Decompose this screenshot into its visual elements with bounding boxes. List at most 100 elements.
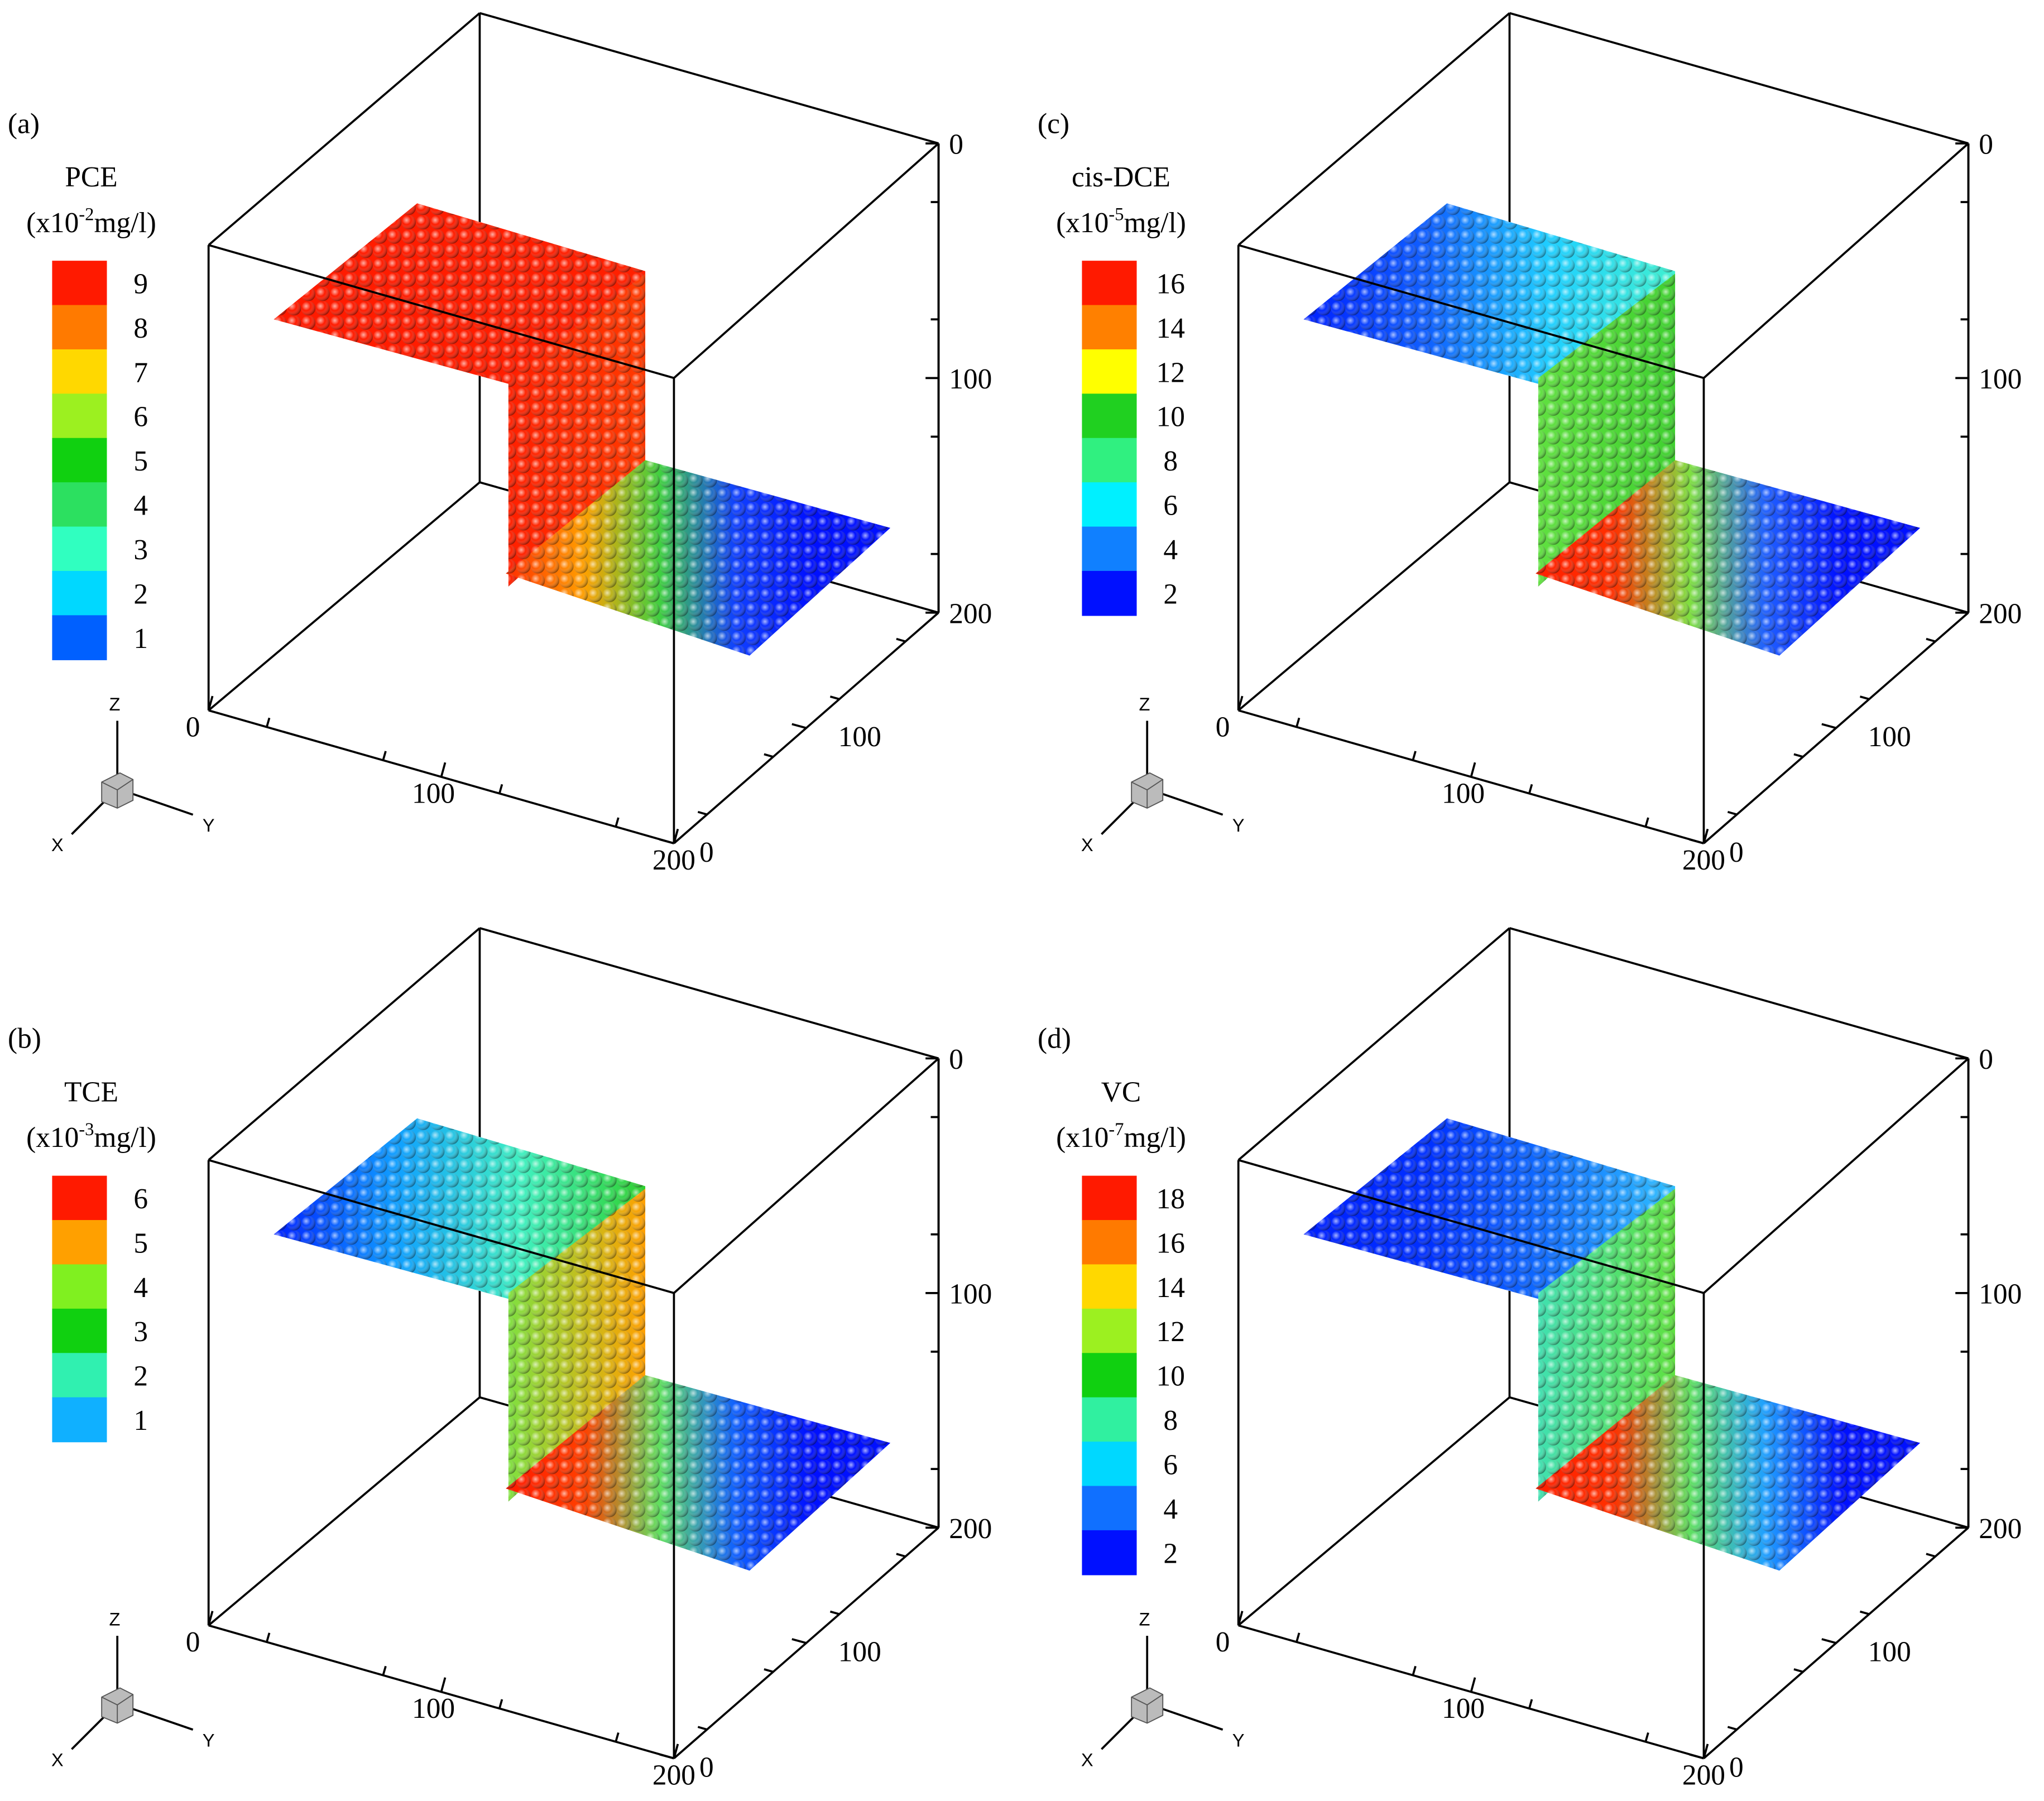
cube-edge bbox=[1237, 12, 1510, 246]
z-tick-label: 200 bbox=[949, 1513, 992, 1545]
cube-edge bbox=[208, 244, 674, 380]
y-tick-label: 100 bbox=[1442, 778, 1485, 810]
legend-label: 3 bbox=[133, 1316, 148, 1348]
sphere-texture bbox=[1538, 1188, 1676, 1502]
tick-mark bbox=[1689, 1753, 1704, 1760]
minor-tick bbox=[1793, 753, 1803, 758]
minor-tick bbox=[498, 1699, 503, 1709]
minor-tick bbox=[1412, 1665, 1417, 1676]
legend-label: 8 bbox=[1163, 445, 1178, 477]
legend-label: 1 bbox=[133, 623, 148, 655]
y-tick-label: 0 bbox=[186, 712, 200, 743]
tick-mark bbox=[659, 838, 674, 844]
minor-tick bbox=[1528, 1699, 1533, 1709]
legend-label: 4 bbox=[133, 490, 148, 522]
cube-edge bbox=[1237, 927, 1510, 1161]
legend-unit: (x10-3mg/l) bbox=[26, 1120, 156, 1154]
unit-end: mg/l) bbox=[94, 207, 156, 239]
z-tick-label: 0 bbox=[949, 1044, 963, 1075]
cube-edge bbox=[208, 927, 481, 1161]
legend-swatch bbox=[1082, 1308, 1137, 1354]
sphere-texture bbox=[506, 1375, 891, 1571]
legend-label: 3 bbox=[133, 534, 148, 566]
unit-exponent: -5 bbox=[1109, 205, 1124, 225]
legend-swatch bbox=[1082, 1264, 1137, 1310]
legend-swatch bbox=[52, 305, 107, 350]
legend-swatch bbox=[52, 1175, 107, 1221]
minor-tick bbox=[1926, 1553, 1936, 1558]
legend-swatch bbox=[52, 1264, 107, 1310]
legend-label: 12 bbox=[1157, 357, 1185, 388]
legend-swatch bbox=[52, 1397, 107, 1443]
minor-tick bbox=[697, 810, 708, 816]
legend-label: 6 bbox=[1163, 1449, 1178, 1481]
legend-label: 2 bbox=[1163, 578, 1178, 610]
minor-tick bbox=[498, 784, 503, 794]
minor-tick bbox=[1727, 810, 1738, 816]
tick-mark bbox=[673, 828, 679, 844]
legend-label: 8 bbox=[1163, 1405, 1178, 1437]
legend-swatch bbox=[1082, 261, 1137, 306]
sphere-texture bbox=[508, 273, 646, 587]
legend-label: 10 bbox=[1157, 1361, 1185, 1392]
triad-label: Y bbox=[1232, 815, 1245, 835]
cube-edge bbox=[1703, 142, 1969, 379]
unit-start: (x10 bbox=[1056, 207, 1109, 239]
y-tick-label: 200 bbox=[652, 1759, 695, 1791]
y-tick-label: 100 bbox=[412, 778, 455, 810]
legend-label: 2 bbox=[133, 578, 148, 610]
tick-mark bbox=[673, 1744, 679, 1759]
minor-tick bbox=[1793, 1668, 1803, 1673]
y-tick-label: 200 bbox=[1682, 844, 1725, 876]
cube-edge bbox=[1509, 927, 1969, 1060]
unit-exponent: -3 bbox=[79, 1120, 94, 1140]
minor-tick bbox=[382, 1665, 387, 1676]
cube-edge bbox=[1238, 244, 1704, 380]
z-tick-label: 0 bbox=[1979, 1044, 1993, 1075]
triad-label: X bbox=[1081, 1750, 1093, 1770]
y-tick-label: 0 bbox=[1216, 712, 1230, 743]
minor-tick bbox=[1644, 817, 1649, 827]
unit-end: mg/l) bbox=[94, 1122, 156, 1154]
panel-label: (a) bbox=[8, 108, 40, 140]
legend-swatch bbox=[1082, 1486, 1137, 1531]
x-tick-label: 100 bbox=[838, 721, 881, 753]
sphere-texture bbox=[274, 203, 646, 387]
sphere-texture bbox=[274, 1118, 646, 1303]
legend-label: 9 bbox=[133, 268, 148, 300]
legend-swatch bbox=[1082, 1220, 1137, 1265]
cube-edge bbox=[208, 481, 481, 712]
unit-start: (x10 bbox=[26, 207, 79, 239]
legend-label: 4 bbox=[1163, 1493, 1178, 1525]
legend-label: 5 bbox=[133, 1227, 148, 1259]
panel-label: (c) bbox=[1038, 108, 1069, 140]
legend-label: 1 bbox=[133, 1405, 148, 1437]
x-tick-label: 0 bbox=[699, 837, 714, 868]
unit-start: (x10 bbox=[1056, 1122, 1109, 1154]
z-tick-label: 200 bbox=[949, 598, 992, 630]
x-tick-label: 100 bbox=[838, 1636, 881, 1668]
minor-tick bbox=[1859, 1610, 1870, 1616]
sphere-texture bbox=[1538, 273, 1676, 587]
legend-label: 5 bbox=[133, 445, 148, 477]
z-tick-label: 100 bbox=[949, 363, 992, 395]
triad-label: Y bbox=[203, 815, 215, 835]
cube-edge bbox=[1703, 1058, 1969, 1294]
minor-tick bbox=[764, 1668, 774, 1673]
legend-title: PCE bbox=[65, 161, 117, 193]
cube-edge bbox=[208, 1159, 674, 1294]
minor-tick bbox=[266, 1632, 271, 1642]
legend-swatch bbox=[52, 482, 107, 527]
triad-label: Y bbox=[203, 1730, 215, 1751]
legend-swatch bbox=[52, 261, 107, 306]
legend-swatch bbox=[52, 1353, 107, 1398]
minor-tick bbox=[1528, 784, 1533, 794]
x-tick-label: 0 bbox=[699, 1751, 714, 1783]
tick-mark bbox=[207, 1611, 214, 1626]
minor-tick bbox=[1926, 637, 1936, 643]
tick-mark bbox=[1702, 1744, 1709, 1759]
tick-mark bbox=[440, 762, 447, 777]
tick-mark bbox=[207, 695, 214, 711]
cube-edge bbox=[673, 1526, 939, 1759]
